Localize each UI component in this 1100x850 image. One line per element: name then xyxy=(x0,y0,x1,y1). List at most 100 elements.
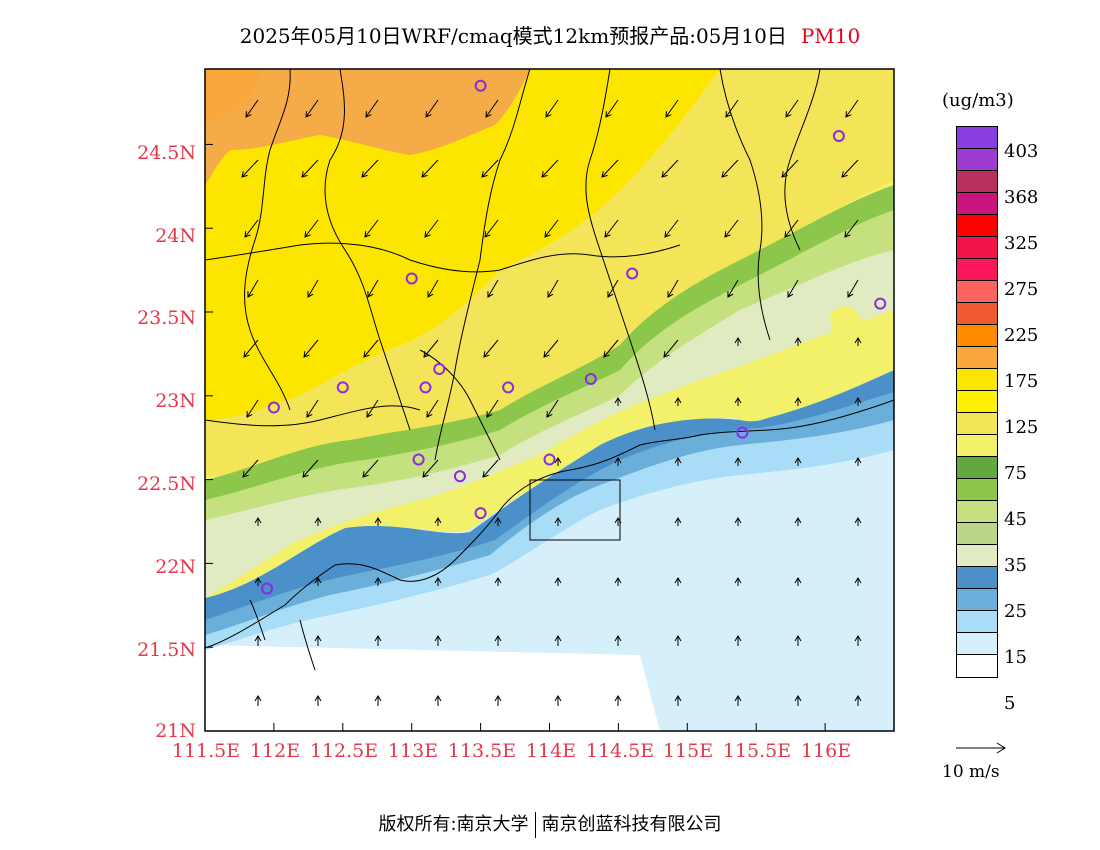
wind-arrow xyxy=(554,635,562,646)
wind-arrow xyxy=(614,695,622,706)
legend-label: 25 xyxy=(1004,601,1027,622)
lon-label: 113E xyxy=(387,740,439,762)
lon-label: 111.5E xyxy=(171,740,241,762)
station-marker xyxy=(433,362,446,375)
station-marker xyxy=(584,373,597,386)
wind-arrow xyxy=(314,635,322,646)
legend-label: 15 xyxy=(1004,647,1027,668)
wind-arrow xyxy=(254,695,262,706)
wind-arrow xyxy=(254,577,262,586)
wind-arrow xyxy=(604,219,619,238)
title-text: 2025年05月10日WRF/cmaq模式12km预报产品:05月10日 xyxy=(239,24,787,48)
wind-arrow xyxy=(784,219,799,238)
legend-label: 275 xyxy=(1004,279,1039,300)
wind-arrow xyxy=(614,397,622,406)
wind-arrow xyxy=(734,337,742,346)
legend-color-box xyxy=(957,633,997,655)
wind-arrow xyxy=(674,635,682,646)
wind-vectors xyxy=(241,99,862,706)
station-marker xyxy=(267,401,280,414)
wind-arrow xyxy=(545,99,559,118)
lat-label: 24N xyxy=(155,225,196,247)
wind-arrow xyxy=(854,577,862,586)
wind-arrow xyxy=(854,457,862,466)
wind-arrow xyxy=(794,635,802,646)
wind-arrow xyxy=(483,339,499,358)
wind-arrow xyxy=(374,517,382,526)
wind-arrow xyxy=(482,459,499,478)
pollutant-label: PM10 xyxy=(800,24,861,48)
legend-color-box xyxy=(957,171,997,193)
wind-arrow xyxy=(363,339,379,358)
legend-color-box xyxy=(957,237,997,259)
wind-arrow xyxy=(607,279,619,298)
lon-label: 115.5E xyxy=(722,740,792,762)
wind-arrow xyxy=(434,635,442,646)
wind-arrow xyxy=(306,399,319,418)
wind-arrow xyxy=(667,279,679,298)
wind-arrow xyxy=(734,517,742,526)
wind-arrow xyxy=(361,159,379,178)
legend-color-box xyxy=(957,545,997,567)
legend-label: 325 xyxy=(1004,233,1039,254)
wind-arrow xyxy=(486,399,499,418)
wind-arrow xyxy=(424,219,439,238)
wind-arrow xyxy=(314,577,322,586)
legend-label: 403 xyxy=(1004,141,1039,162)
wind-arrow xyxy=(725,99,739,118)
legend-color-box xyxy=(957,655,997,677)
station-marker xyxy=(412,453,425,466)
wind-arrow xyxy=(434,517,442,526)
legend-color-box xyxy=(957,193,997,215)
wind-arrow xyxy=(541,159,559,178)
wind-arrow xyxy=(246,399,259,418)
wind-arrow xyxy=(674,695,682,706)
wind-arrow xyxy=(661,159,679,178)
wind-arrow xyxy=(601,159,619,178)
legend-label: 35 xyxy=(1004,555,1027,576)
wind-arrow xyxy=(374,577,382,586)
legend-color-box xyxy=(957,391,997,413)
legend-color-box xyxy=(957,259,997,281)
wind-arrow xyxy=(554,517,562,526)
monitoring-stations xyxy=(261,79,887,595)
legend-label: 75 xyxy=(1004,463,1027,484)
wind-arrow xyxy=(614,457,622,466)
station-marker xyxy=(474,507,487,520)
wind-arrow xyxy=(425,99,439,118)
wind-arrow xyxy=(301,159,319,178)
legend-label: 5 xyxy=(1004,693,1016,714)
wind-reference-label: 10 m/s xyxy=(942,762,1000,782)
footer-divider xyxy=(534,812,536,838)
wind-arrow xyxy=(254,517,262,526)
wind-arrow xyxy=(794,457,802,466)
wind-arrow xyxy=(426,399,439,418)
legend-color-box xyxy=(957,325,997,347)
station-marker xyxy=(874,297,887,310)
legend-color-box xyxy=(957,149,997,171)
wind-arrow xyxy=(374,695,382,706)
wind-arrow xyxy=(854,337,862,346)
legend-label: 125 xyxy=(1004,417,1039,438)
wind-arrow xyxy=(365,99,379,118)
lon-label: 114E xyxy=(525,740,577,762)
legend-color-box xyxy=(957,457,997,479)
wind-arrow xyxy=(663,339,679,358)
wind-arrow xyxy=(544,219,559,238)
legend-color-box xyxy=(957,303,997,325)
lon-label: 113.5E xyxy=(447,740,517,762)
legend-color-box xyxy=(957,501,997,523)
station-marker xyxy=(261,582,274,595)
legend-color-box xyxy=(957,281,997,303)
lat-label: 21N xyxy=(155,720,196,742)
wind-arrow xyxy=(304,219,319,238)
legend-color-box xyxy=(957,369,997,391)
lat-label: 21.5N xyxy=(137,639,196,661)
wind-arrow xyxy=(781,159,799,178)
map-title: 2025年05月10日WRF/cmaq模式12km预报产品:05月10日 PM10 xyxy=(0,20,1100,49)
lon-label: 116E xyxy=(800,740,852,762)
station-marker xyxy=(336,381,349,394)
wind-arrow xyxy=(314,695,322,706)
wind-arrow xyxy=(247,279,259,298)
